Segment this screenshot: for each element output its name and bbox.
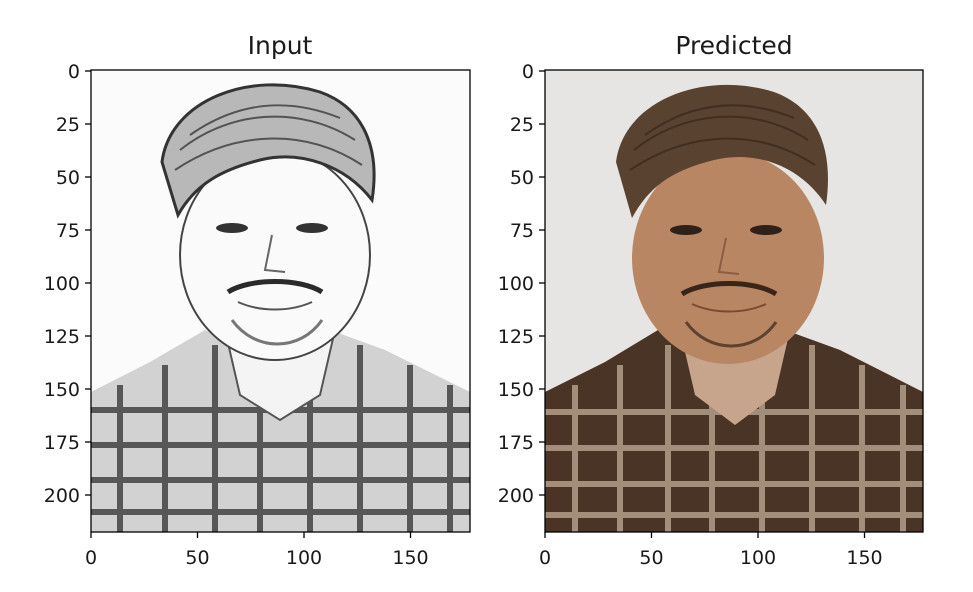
y-tick-label: 150 (44, 379, 80, 401)
sketch-mustache (226, 279, 324, 295)
panel-title-predicted: Predicted (675, 31, 792, 60)
y-tick-label: 0 (522, 61, 534, 83)
y-tick-label: 125 (498, 326, 534, 348)
y-tick-label: 50 (510, 167, 534, 189)
predicted-eye-right (750, 225, 782, 235)
y-tick-label: 50 (56, 167, 80, 189)
predicted-face (632, 152, 824, 364)
sketch-mouth (237, 301, 313, 311)
x-tick-label: 0 (85, 547, 97, 569)
y-tick-label: 200 (498, 485, 534, 507)
predicted-image (545, 70, 923, 532)
sketch-eye-right (296, 223, 328, 233)
y-tick-label: 175 (498, 432, 534, 454)
x-tick-label: 0 (539, 547, 551, 569)
predicted-mustache (680, 281, 778, 297)
y-tick-label: 75 (56, 220, 80, 242)
y-ticks-predicted: 0 25 50 75 100 125 150 175 200 (498, 61, 545, 507)
y-tick-label: 125 (44, 326, 80, 348)
y-ticks-input: 0 25 50 75 100 125 150 175 200 (44, 61, 91, 507)
y-tick-label: 150 (498, 379, 534, 401)
predicted-eye-left (670, 225, 702, 235)
y-tick-label: 25 (510, 114, 534, 136)
y-tick-label: 75 (510, 220, 534, 242)
predicted-nose (717, 237, 740, 275)
x-ticks-predicted: 0 50 100 150 (539, 532, 883, 569)
axes-frame-input (90, 69, 471, 533)
predicted-beard (684, 321, 778, 348)
panel-title-input: Input (248, 31, 313, 60)
y-tick-label: 100 (498, 273, 534, 295)
sketch-image (91, 70, 470, 532)
x-tick-label: 150 (392, 547, 428, 569)
x-tick-label: 100 (286, 547, 322, 569)
sketch-nose (263, 234, 286, 273)
x-tick-label: 50 (185, 547, 209, 569)
y-tick-label: 100 (44, 273, 80, 295)
x-tick-label: 100 (740, 547, 776, 569)
panel-predicted: Predicted (498, 31, 924, 569)
x-tick-label: 50 (639, 547, 663, 569)
y-tick-label: 200 (44, 485, 80, 507)
y-tick-label: 175 (44, 432, 80, 454)
sketch-beard (230, 319, 324, 346)
axes-frame-predicted (544, 69, 924, 533)
sketch-hair (160, 83, 376, 219)
panel-input: Input (44, 31, 471, 569)
y-tick-label: 0 (68, 61, 80, 83)
sketch-eye-left (216, 223, 248, 233)
predicted-mouth (691, 303, 767, 313)
x-tick-label: 150 (846, 547, 882, 569)
predicted-hair (616, 84, 828, 218)
y-tick-label: 25 (56, 114, 80, 136)
x-ticks-input: 0 50 100 150 (85, 532, 429, 569)
